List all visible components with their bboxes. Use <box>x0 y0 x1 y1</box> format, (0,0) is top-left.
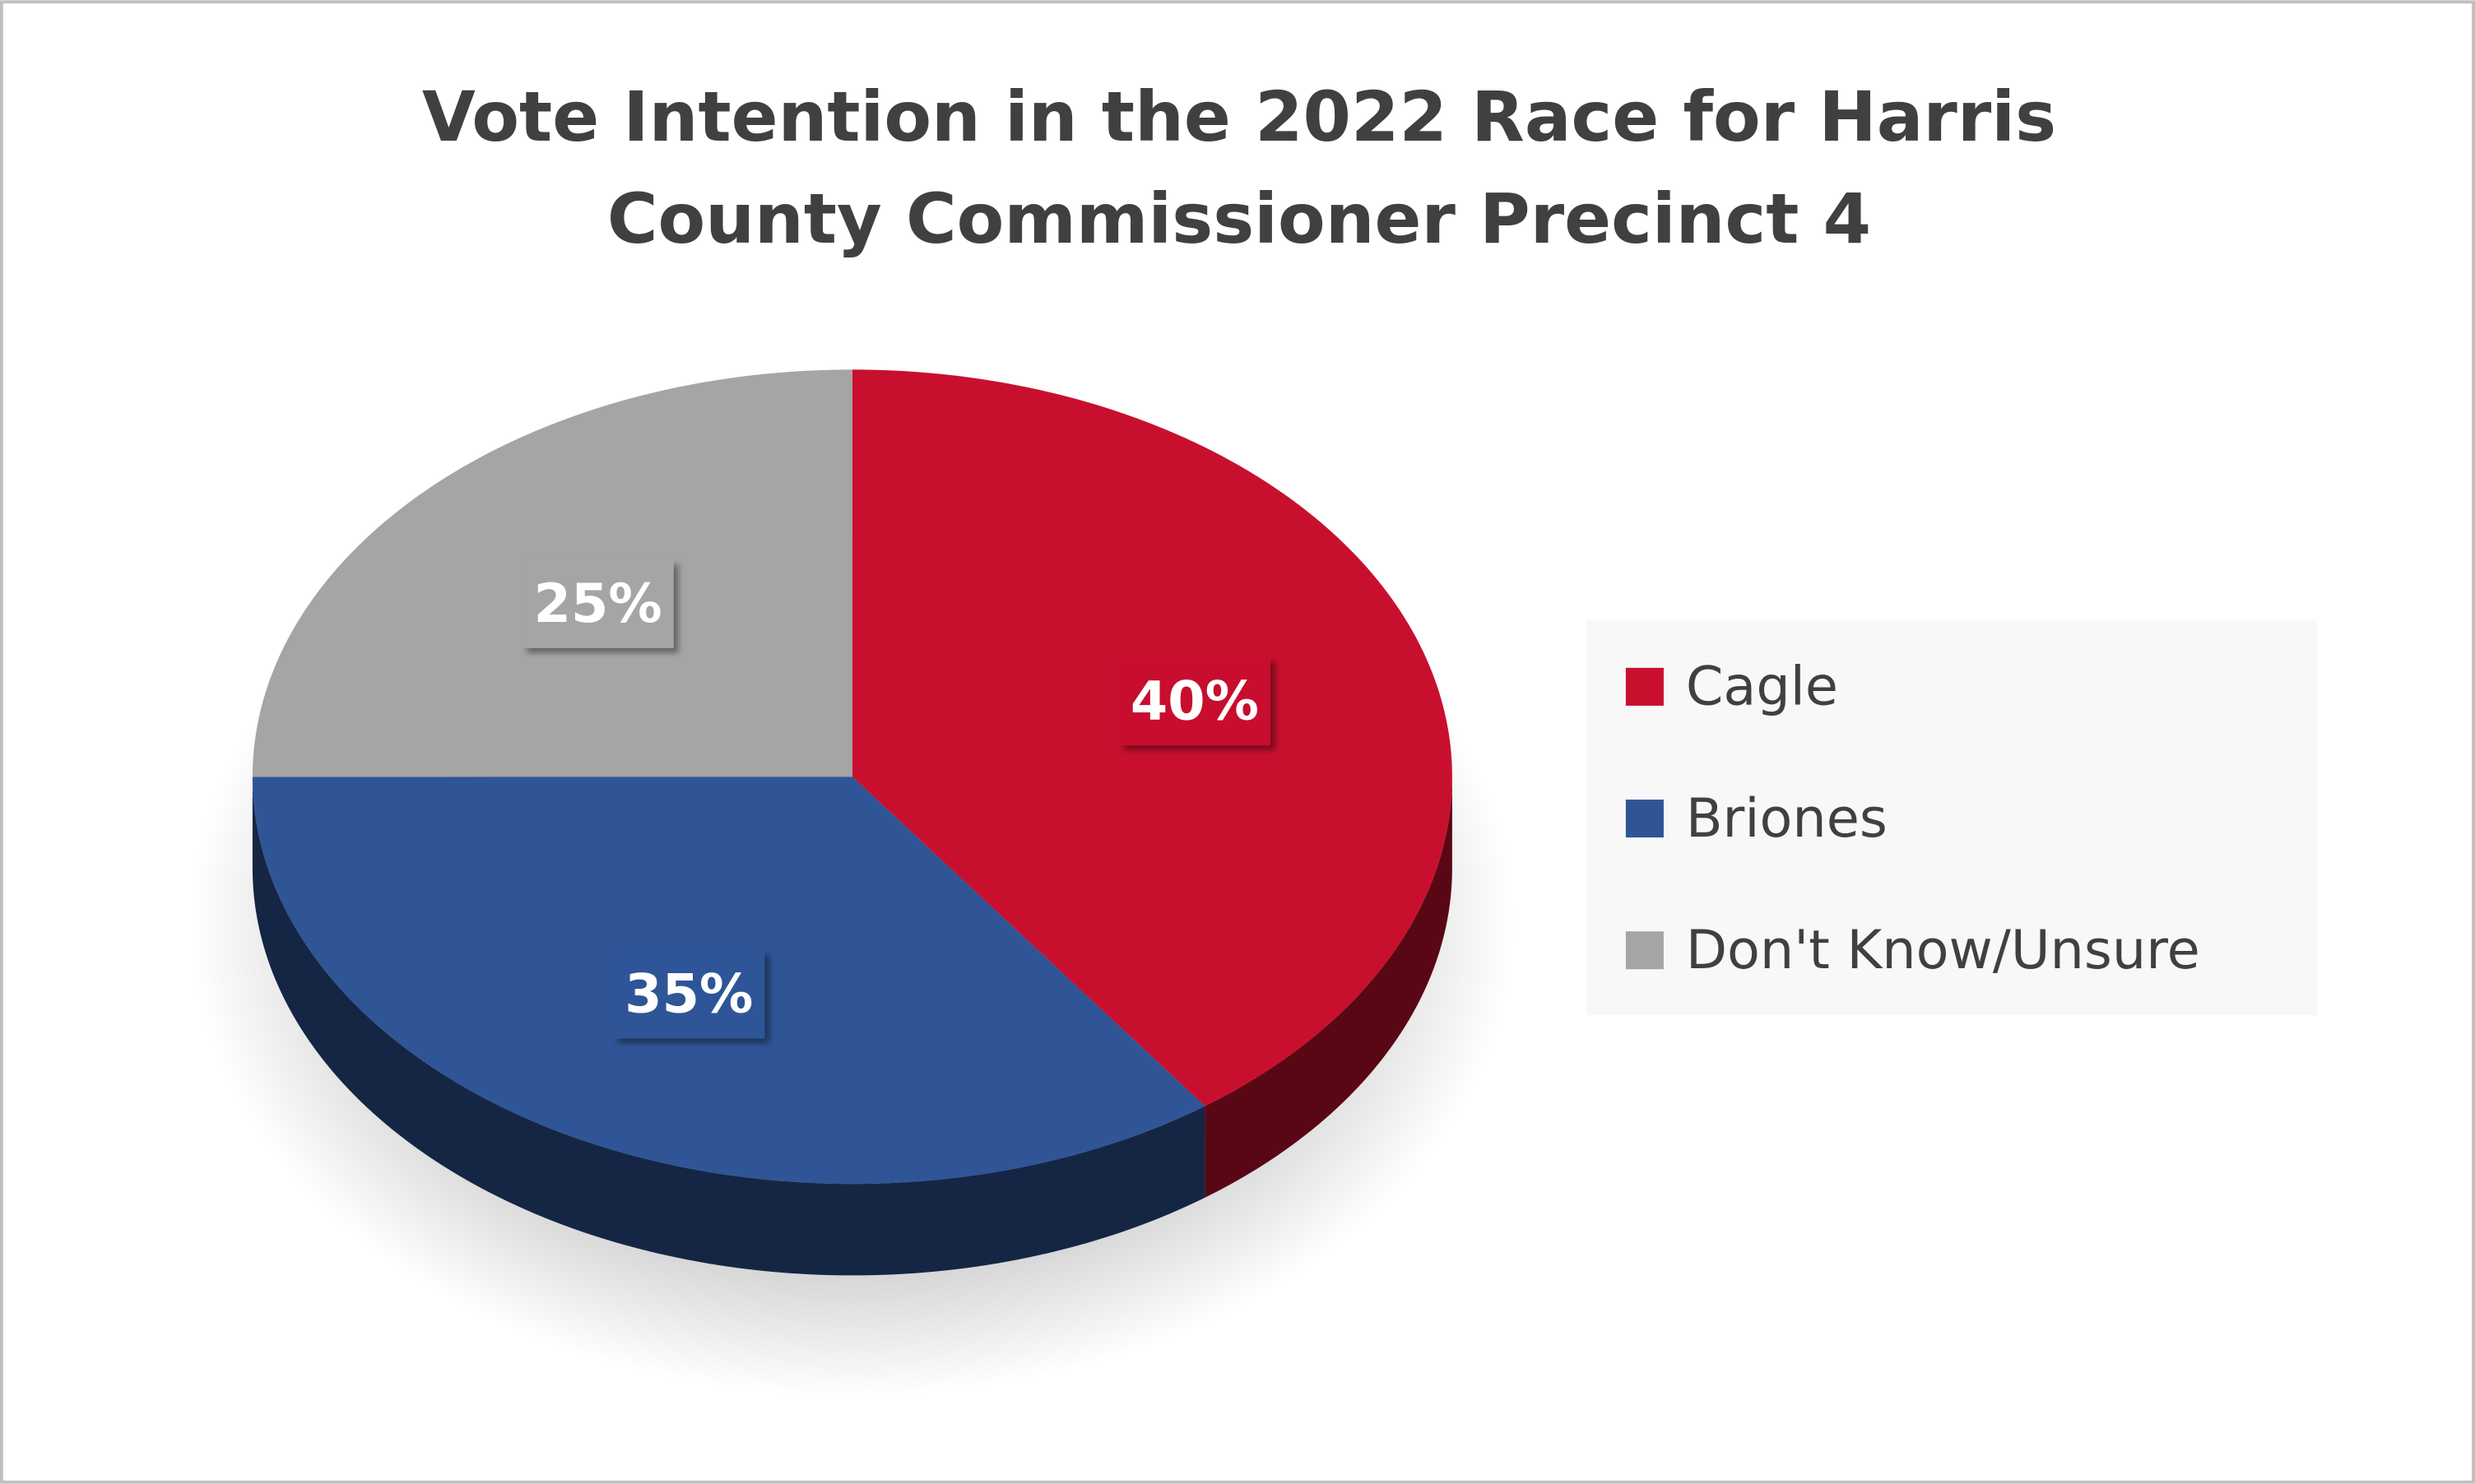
value-labels: 40% 35% 25% <box>522 559 1270 1039</box>
legend-label: Cagle <box>1686 656 1838 718</box>
value-label: 40% <box>1131 670 1259 732</box>
pie-sides <box>252 777 1452 1276</box>
value-label-box <box>1118 656 1270 746</box>
value-label: 25% <box>534 573 662 635</box>
legend-label: Don't Know/Unsure <box>1686 919 2200 981</box>
chart-title: Vote Intention in the 2022 Race for Harr… <box>421 77 2057 259</box>
value-label-box <box>522 559 674 648</box>
pie-tops <box>252 369 1452 1185</box>
value-label-box <box>613 950 765 1039</box>
legend-swatch <box>1625 800 1664 838</box>
legend-label: Briones <box>1686 787 1888 850</box>
legend: Cagle Briones Don't Know/Unsure <box>1625 656 2200 981</box>
value-label: 35% <box>625 963 753 1026</box>
legend-swatch <box>1625 931 1664 970</box>
slice-side <box>1205 777 1452 1198</box>
slice-side <box>252 777 1205 1276</box>
legend-box <box>1586 620 2318 1015</box>
legend-swatch <box>1625 667 1664 706</box>
